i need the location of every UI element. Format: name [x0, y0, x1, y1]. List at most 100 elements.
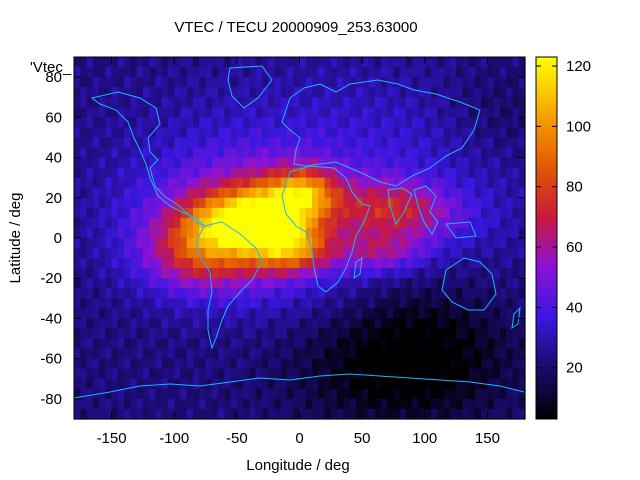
heat-cell — [105, 147, 113, 159]
heat-cell — [468, 258, 476, 269]
heat-cell — [74, 288, 81, 299]
heat-cell — [211, 77, 219, 88]
heat-cell — [149, 388, 157, 400]
coastline-europe — [281, 79, 481, 187]
heat-cell — [205, 268, 213, 279]
heat-cell — [312, 298, 319, 309]
heat-cell — [236, 328, 244, 340]
heat-cell — [487, 157, 495, 169]
heat-cell — [368, 197, 376, 209]
heat-cell — [487, 348, 495, 360]
heat-cell — [199, 268, 207, 279]
heat-cell — [462, 258, 470, 269]
heat-cell — [142, 328, 150, 340]
heat-cell — [343, 288, 351, 299]
heat-cell — [493, 308, 501, 320]
heat-cell — [80, 167, 88, 179]
heat-cell — [355, 167, 363, 179]
heat-cell — [255, 408, 263, 420]
heat-cell — [412, 197, 420, 209]
heat-cell — [474, 268, 482, 279]
heat-cell — [286, 187, 294, 199]
heat-cell — [518, 147, 526, 159]
heat-cell — [92, 97, 100, 108]
heat-cell — [224, 308, 232, 320]
heat-cell — [74, 278, 81, 289]
heat-cell — [130, 67, 138, 78]
heat-cell — [462, 308, 470, 320]
heat-cell — [130, 348, 138, 360]
heat-cell — [499, 248, 507, 259]
heat-cell — [424, 328, 432, 340]
heat-cell — [393, 398, 401, 410]
heat-cell — [136, 57, 144, 68]
heat-cell — [99, 177, 106, 189]
heat-cell — [506, 318, 514, 330]
heat-cell — [305, 167, 313, 179]
heat-cell — [199, 288, 207, 299]
heat-cell — [211, 107, 219, 118]
heat-cell — [474, 147, 482, 159]
heat-cell — [205, 67, 213, 78]
heat-cell — [456, 308, 463, 320]
heat-cell — [362, 157, 369, 169]
heat-cell — [349, 398, 357, 410]
heat-cell — [418, 288, 426, 299]
heat-cell — [92, 408, 100, 420]
heat-cell — [512, 127, 520, 139]
heat-cell — [374, 328, 382, 340]
heat-cell — [80, 207, 88, 219]
heat-cell — [330, 167, 338, 179]
heat-cell — [324, 358, 332, 370]
heat-cell — [374, 368, 382, 380]
heat-cell — [324, 248, 332, 259]
heat-cell — [124, 117, 131, 128]
heat-cell — [330, 187, 338, 199]
heat-cell — [399, 258, 407, 269]
heat-cell — [92, 328, 100, 340]
heat-cell — [136, 207, 144, 219]
heat-cell — [80, 117, 88, 128]
heat-cell — [167, 278, 175, 289]
heat-cell — [493, 177, 501, 189]
heat-cell — [456, 318, 463, 330]
heat-cell — [374, 217, 382, 229]
heat-cell — [405, 398, 413, 410]
heat-cell — [293, 338, 301, 350]
y-tick-label: -40 — [40, 310, 62, 327]
heat-cell — [249, 248, 257, 259]
heat-cell — [180, 308, 188, 320]
heat-cell — [443, 97, 451, 108]
heat-cell — [393, 358, 401, 370]
heat-cell — [418, 77, 426, 88]
heat-cell — [117, 288, 125, 299]
heat-cell — [161, 398, 169, 410]
heat-cell — [280, 127, 288, 139]
heat-cell — [424, 97, 432, 108]
heat-cell — [255, 348, 263, 360]
heat-cell — [136, 378, 144, 390]
heat-cell — [142, 117, 150, 128]
heat-cell — [337, 77, 344, 88]
heat-cell — [186, 278, 194, 289]
heat-cell — [149, 258, 157, 269]
heat-cell — [211, 408, 219, 420]
heat-cell — [512, 207, 520, 219]
heat-cell — [274, 388, 282, 400]
heat-cell — [224, 127, 232, 139]
heat-cell — [424, 278, 432, 289]
heat-cell — [274, 77, 282, 88]
heat-cell — [418, 338, 426, 350]
heat-cell — [243, 408, 250, 420]
heat-cell — [142, 167, 150, 179]
heat-cell — [86, 117, 94, 128]
heat-cell — [481, 288, 489, 299]
heat-cell — [268, 268, 276, 279]
heat-cell — [268, 147, 276, 159]
heat-cell — [418, 217, 426, 229]
heat-cell — [380, 388, 388, 400]
heat-cell — [337, 197, 344, 209]
heat-cell — [412, 67, 420, 78]
heat-cell — [474, 368, 482, 380]
heat-cell — [92, 288, 100, 299]
